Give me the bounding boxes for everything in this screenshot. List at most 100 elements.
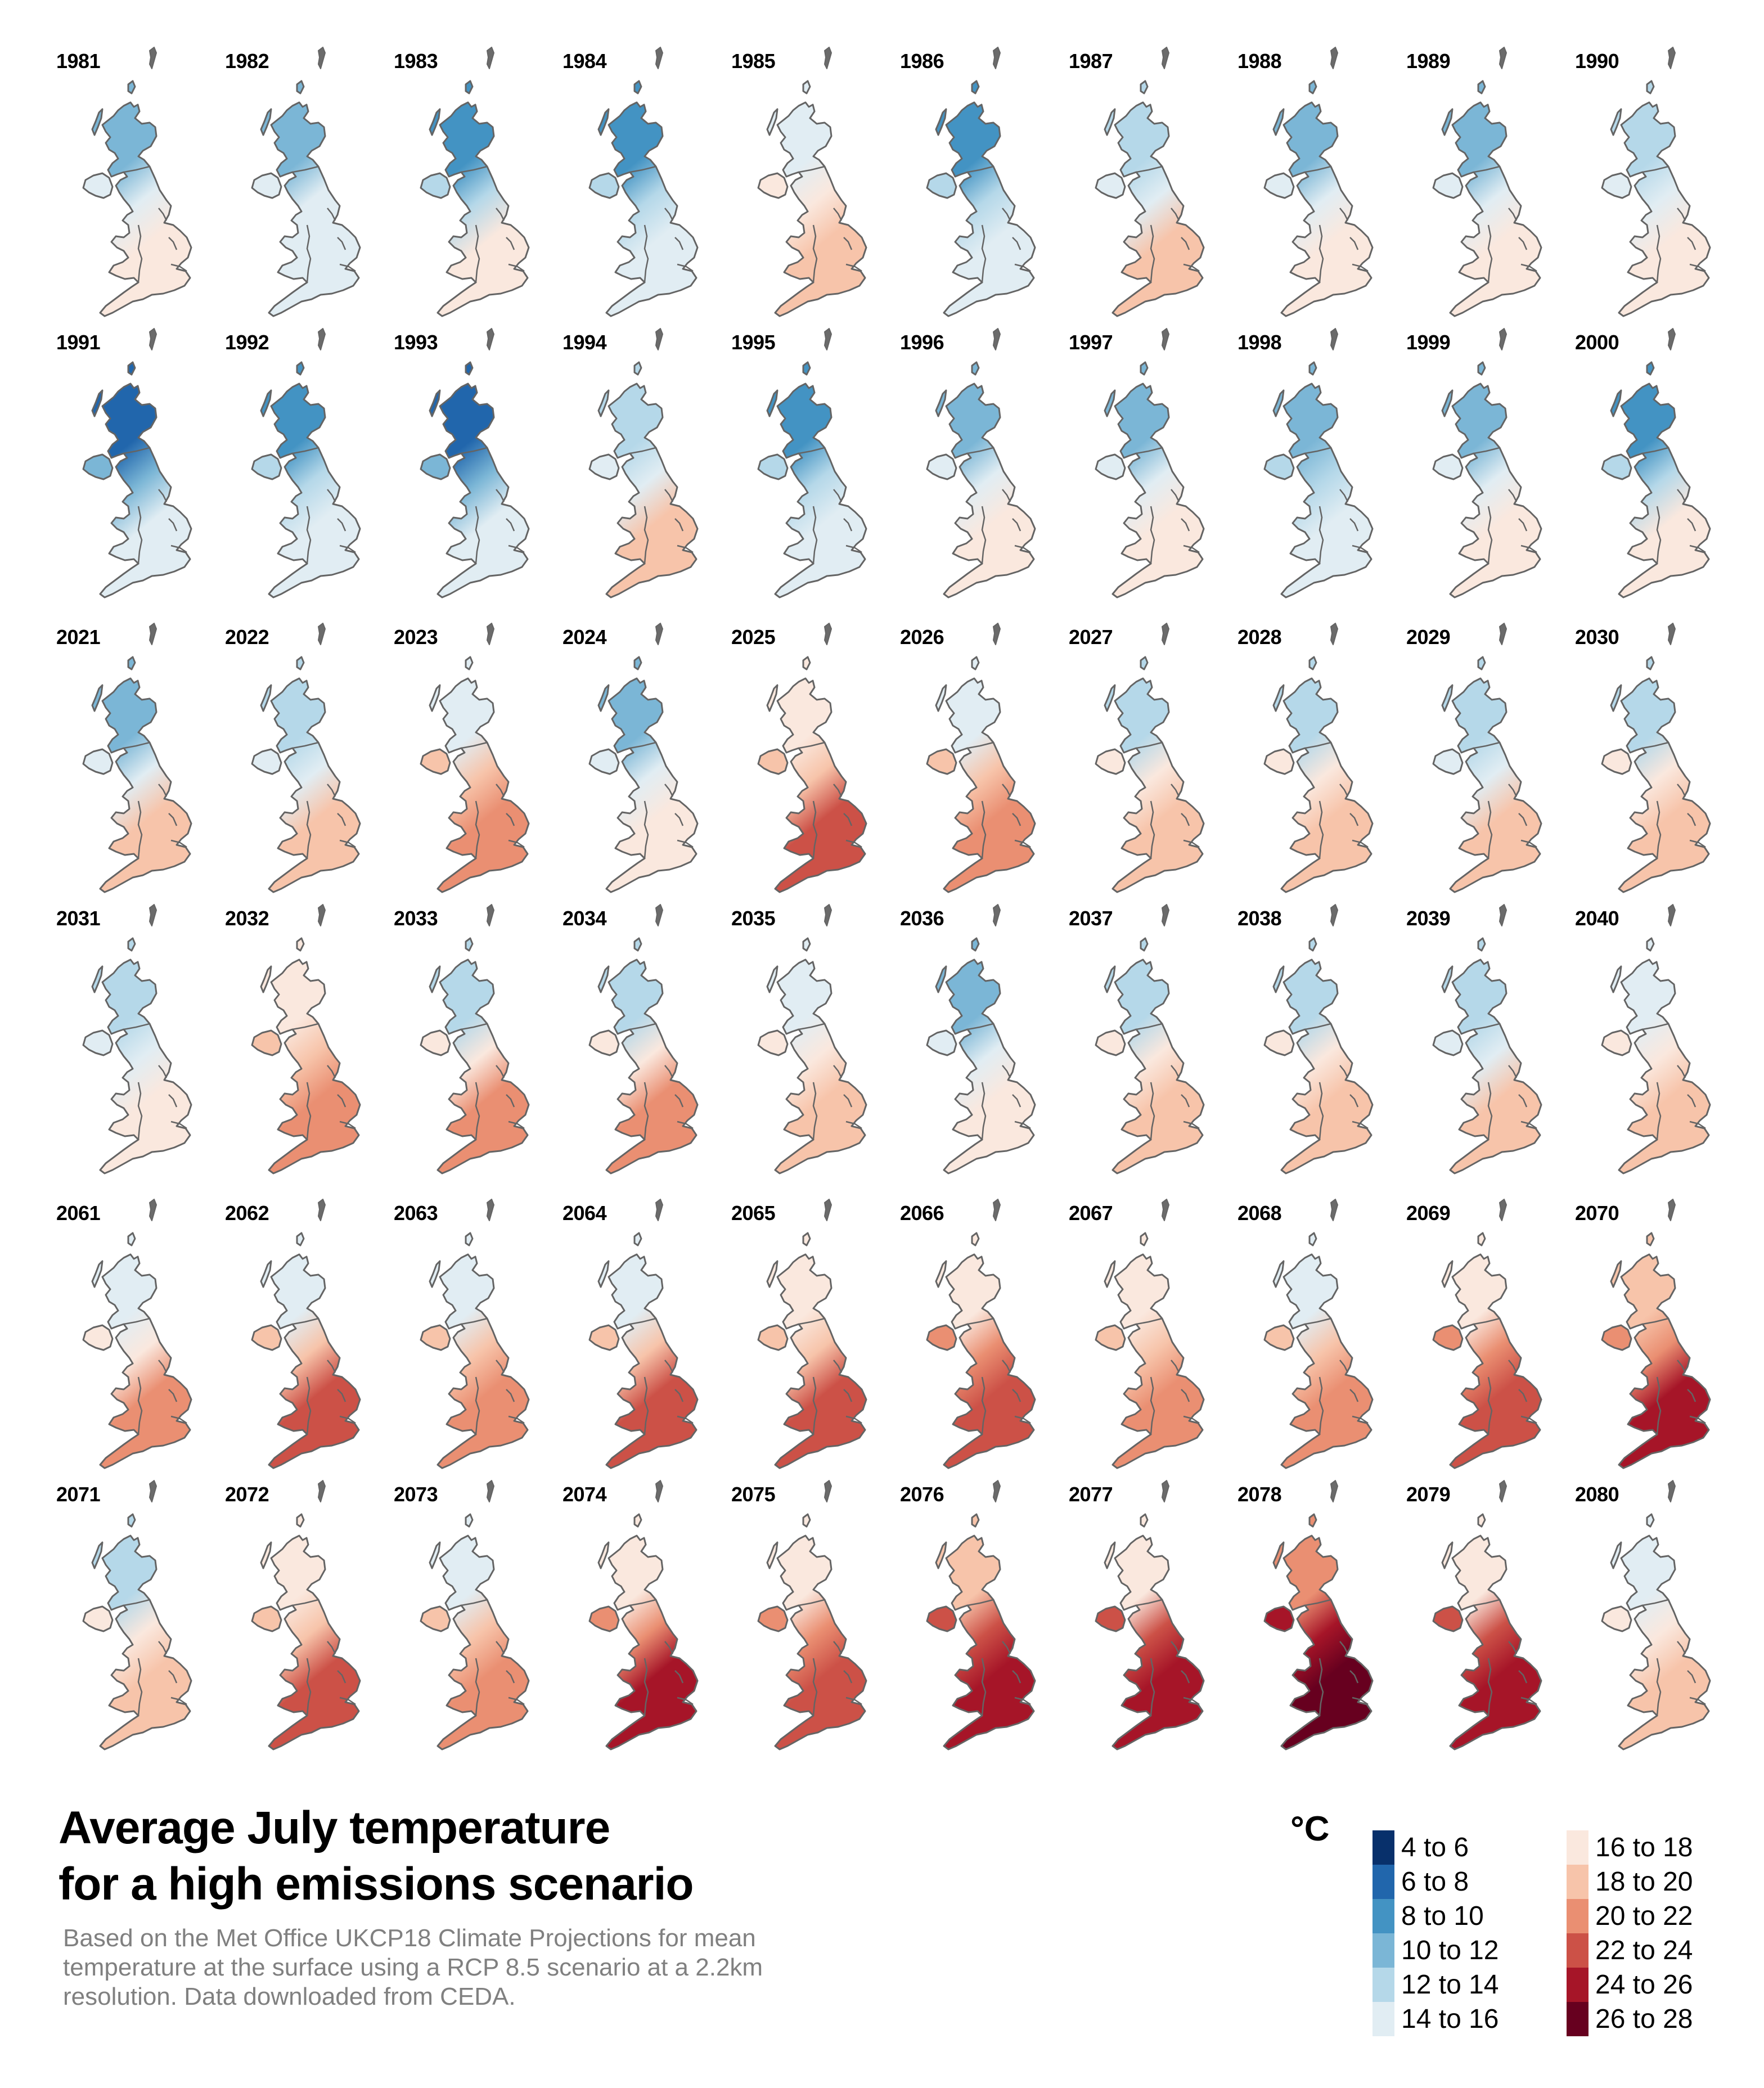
map-row: 1991 1992 1993 1994 1995 1996 1997 1998 1999 2000 (39, 321, 1727, 602)
estuary-line (1183, 1696, 1200, 1706)
uk-map (1095, 47, 1205, 317)
great-britain-region (605, 382, 699, 598)
northern-ireland-region (1095, 453, 1126, 480)
northern-ireland-region (1432, 453, 1464, 480)
map-panel-1992: 1992 (208, 321, 377, 602)
estuary-line (496, 1065, 505, 1078)
scotland-border (123, 165, 150, 173)
estuary-line (1349, 1389, 1359, 1402)
orkney-island (465, 80, 474, 94)
scotland-border (798, 447, 825, 454)
map-panel-2072: 2072 (208, 1473, 377, 1754)
map-panel-1997: 1997 (1052, 321, 1221, 602)
map-panel-2075: 2075 (714, 1473, 883, 1754)
northern-ireland-region (82, 172, 114, 199)
map-year-label: 2077 (1069, 1483, 1113, 1506)
wales-border (306, 1082, 312, 1140)
scotland-border (1642, 741, 1669, 749)
scotland-border (967, 741, 994, 749)
great-britain-region (943, 1253, 1036, 1469)
wales-border (306, 506, 312, 564)
estuary-line (1518, 1094, 1528, 1108)
map-year-label: 2062 (225, 1202, 269, 1225)
orkney-island (127, 1232, 136, 1246)
scotland-border (629, 741, 656, 749)
hebrides-island (429, 965, 441, 993)
northern-ireland-region (420, 748, 451, 775)
legend-swatch (1372, 2002, 1394, 2036)
hebrides-island (1104, 965, 1116, 993)
estuary-line (1181, 813, 1190, 826)
scotland-border (629, 165, 656, 173)
northern-ireland-region (588, 172, 620, 199)
estuary-line (1508, 1641, 1518, 1654)
great-britain-region (436, 1534, 530, 1750)
estuary-line (664, 1065, 674, 1078)
map-year-label: 2066 (900, 1202, 944, 1225)
estuary-line (1002, 1065, 1011, 1078)
shetland-island (318, 47, 326, 69)
wales-border (981, 1658, 987, 1716)
orkney-island (1308, 656, 1317, 670)
small-multiples-grid: 1981 1982 1983 1984 1985 1986 1987 1988 1989 1990… (39, 39, 1727, 1754)
estuary-line (833, 1360, 843, 1373)
orkney-island (127, 361, 136, 376)
map-year-label: 1999 (1406, 331, 1451, 354)
map-panel-1995: 1995 (714, 321, 883, 602)
uk-map (1263, 47, 1374, 317)
map-panel-1988: 1988 (1221, 39, 1389, 321)
shetland-island (1499, 1199, 1507, 1221)
map-year-label: 1991 (56, 331, 101, 354)
great-britain-region (943, 1534, 1036, 1750)
legend-swatch (1567, 1968, 1588, 2002)
map-panel-2030: 2030 (1558, 615, 1727, 897)
uk-map (82, 47, 192, 317)
shetland-island (824, 1199, 832, 1221)
estuary-line (496, 1360, 505, 1373)
map-year-label: 1990 (1575, 50, 1619, 73)
shetland-island (487, 623, 494, 645)
great-britain-region (268, 1534, 361, 1750)
map-year-label: 2040 (1575, 907, 1619, 930)
estuary-line (1012, 813, 1022, 826)
scotland-border (629, 1023, 656, 1030)
northern-ireland-region (1601, 453, 1632, 480)
map-year-label: 1998 (1238, 331, 1282, 354)
uk-map (926, 1480, 1036, 1750)
scotland-border (1304, 1317, 1331, 1325)
estuary-line (170, 839, 187, 848)
scotland-border (292, 1317, 319, 1325)
uk-map (1263, 328, 1374, 598)
wales-border (644, 1082, 649, 1140)
uk-map (251, 1199, 361, 1469)
great-britain-region (605, 1253, 699, 1469)
estuary-line (674, 1389, 684, 1402)
wales-border (644, 1376, 649, 1435)
legend-label: 8 to 10 (1401, 1901, 1484, 1931)
legend-swatch (1567, 1899, 1588, 1933)
orkney-island (465, 361, 474, 376)
shetland-island (1330, 1199, 1338, 1221)
shetland-island (824, 47, 832, 69)
orkney-island (1646, 937, 1655, 952)
wales-border (1318, 800, 1324, 859)
estuary-line (843, 237, 853, 250)
scotland-border (1473, 1317, 1500, 1325)
orkney-island (1477, 656, 1486, 670)
great-britain-region (436, 958, 530, 1174)
shetland-island (149, 1199, 157, 1221)
scotland-border (461, 447, 488, 454)
estuary-line (168, 1094, 178, 1108)
legend-label: 26 to 28 (1595, 2004, 1693, 2034)
estuary-line (1689, 1415, 1706, 1424)
map-panel-1994: 1994 (546, 321, 714, 602)
northern-ireland-region (420, 1324, 451, 1351)
map-year-label: 1981 (56, 50, 101, 73)
great-britain-region (943, 677, 1036, 893)
orkney-island (296, 80, 305, 94)
shetland-island (655, 904, 663, 926)
hebrides-island (429, 1260, 441, 1288)
scotland-border (1136, 447, 1163, 454)
wales-border (1487, 506, 1493, 564)
shetland-island (1499, 1480, 1507, 1502)
